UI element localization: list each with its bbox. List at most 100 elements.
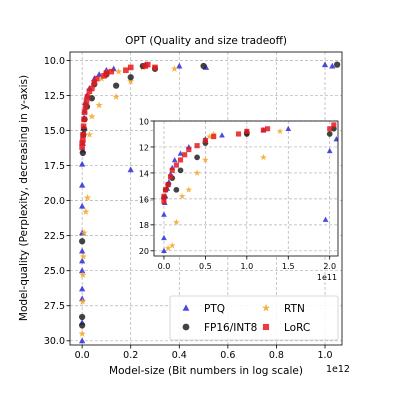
inset-series-lorc — [161, 122, 337, 205]
main-point-ptq — [329, 62, 336, 69]
main-point-ptq — [321, 61, 329, 68]
main-point-fp16-int8 — [334, 61, 341, 68]
main-point-fp16-int8 — [200, 62, 207, 70]
inset-x-tick-label: 1.5 — [282, 262, 295, 271]
main-point-lorc — [127, 64, 134, 71]
main-y-tick-label: 25.0 — [44, 266, 65, 277]
inset-y-ticks: 10 12 14 16 18 20 — [139, 117, 154, 256]
inset-point-lorc — [177, 157, 184, 163]
main-point-fp16-int8 — [79, 238, 86, 245]
main-point-ptq — [127, 166, 134, 173]
x-axis-offset-label: 1e12 — [326, 364, 350, 375]
inset-point-rtn — [185, 186, 193, 193]
main-point-lorc — [83, 98, 90, 104]
inset-point-ptq — [177, 150, 184, 156]
main-y-tick-label: 10.0 — [44, 56, 65, 67]
main-x-tick-label: 1.0 — [317, 350, 332, 361]
inset-y-tick-label: 12 — [139, 143, 149, 152]
inset-y-tick-label: 18 — [139, 221, 149, 230]
x-axis-label: Model-size (Bit numbers in log scale) — [109, 365, 303, 377]
inset-x-tick-label: 2.0 — [323, 262, 336, 271]
inset-point-lorc — [173, 162, 179, 168]
inset-point-lorc — [163, 187, 169, 193]
main-point-rtn — [82, 208, 90, 215]
inset-y-tick-label: 10 — [139, 117, 149, 126]
inset-point-fp16-int8 — [326, 131, 333, 137]
main-x-tick-label: 0.2 — [123, 350, 138, 361]
legend-marker-rtn — [262, 303, 270, 312]
main-data-points — [78, 61, 341, 344]
main-point-lorc — [152, 64, 158, 71]
legend-label-lorc: LoRC — [284, 322, 310, 334]
main-y-tick-label: 22.5 — [44, 231, 65, 242]
inset-point-lorc — [161, 198, 167, 205]
main-point-ptq — [96, 71, 103, 77]
main-point-lorc — [103, 70, 110, 76]
inset-point-lorc — [194, 143, 200, 149]
inset-point-ptq — [322, 216, 329, 222]
inset-x-tick-label: 1.0 — [240, 262, 253, 271]
main-y-ticks: 10.0 12.5 15.0 17.5 20.0 22.5 25.0 27.5 30.0 — [44, 56, 70, 347]
main-x-tick-label: 0.0 — [75, 350, 90, 361]
main-y-tick-label: 17.5 — [44, 161, 65, 172]
inset-point-lorc — [235, 131, 242, 137]
main-point-lorc — [93, 75, 100, 82]
main-point-ptq — [79, 202, 86, 209]
main-point-lorc — [80, 123, 87, 130]
inset-x-tick-label: 0.5 — [199, 262, 212, 271]
inset-point-rtn — [178, 192, 186, 200]
main-point-lorc — [80, 137, 86, 144]
main-point-ptq — [79, 257, 86, 264]
main-point-ptq — [79, 247, 86, 254]
main-point-fp16-int8 — [79, 149, 87, 157]
main-point-ptq — [176, 62, 183, 69]
main-point-lorc — [108, 68, 115, 75]
legend-marker-fp16-int8 — [182, 323, 190, 331]
main-plot-frame — [69, 51, 343, 346]
inset-x-offset-label: 1e11 — [317, 273, 337, 282]
main-point-rtn — [78, 329, 86, 337]
main-point-ptq — [79, 337, 86, 344]
main-point-rtn — [112, 93, 120, 100]
inset-point-rtn — [260, 153, 267, 161]
inset-point-lorc — [260, 127, 266, 133]
main-point-fp16-int8 — [127, 74, 134, 81]
inset-point-ptq — [333, 136, 338, 142]
inset-point-lorc — [186, 147, 192, 153]
main-point-lorc — [123, 67, 129, 74]
main-point-lorc — [89, 85, 95, 92]
inset-y-tick-label: 16 — [139, 195, 149, 204]
legend-marker-ptq — [182, 304, 190, 311]
inset-point-lorc — [264, 126, 271, 132]
main-point-rtn — [114, 67, 123, 75]
main-y-tick-label: 15.0 — [44, 126, 65, 137]
main-x-tick-label: 0.4 — [172, 350, 187, 361]
main-point-rtn — [95, 101, 103, 109]
inset-point-lorc — [327, 126, 333, 132]
main-point-rtn — [80, 229, 88, 236]
inset-point-lorc — [202, 137, 208, 144]
main-point-ptq — [79, 181, 86, 188]
main-point-ptq — [79, 160, 86, 167]
inset-point-ptq — [161, 211, 167, 217]
legend-label-ptq: PTQ — [204, 303, 225, 315]
main-point-rtn — [79, 297, 87, 305]
inset-point-lorc — [168, 174, 174, 180]
inset-point-rtn — [168, 242, 176, 249]
main-point-rtn — [127, 77, 135, 85]
chart-title: OPT (Quality and size tradeoff) — [125, 35, 287, 47]
legend-label-rtn: RTN — [284, 303, 305, 315]
legend: PTQ RTN FP16/INT8 LoRC — [169, 295, 339, 341]
inset-point-lorc — [161, 193, 167, 199]
main-point-lorc — [91, 80, 98, 86]
inset-point-fp16-int8 — [194, 154, 200, 161]
main-point-rtn — [83, 194, 92, 201]
main-point-lorc — [81, 109, 88, 116]
inset-point-fp16-int8 — [177, 167, 184, 174]
main-y-tick-label: 27.5 — [44, 301, 65, 312]
main-y-tick-label: 20.0 — [44, 196, 65, 207]
legend-marker-lorc — [262, 323, 270, 331]
y-axis-label: Model-quality (Perplexity, decreasing in… — [18, 75, 30, 321]
inset-point-rtn — [206, 133, 213, 140]
